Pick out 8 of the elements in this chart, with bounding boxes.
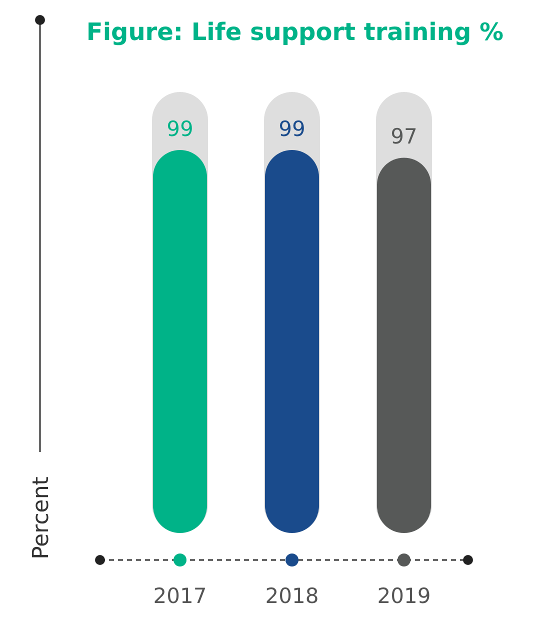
data-label: 97 <box>390 124 418 149</box>
x-tick-label: 2017 <box>153 584 207 608</box>
chart-title: Figure: Life support training % <box>86 18 504 46</box>
data-label: 99 <box>278 117 306 141</box>
data-label: 99 <box>166 117 194 141</box>
y-axis-title: Percent <box>29 476 54 560</box>
x-tick-label: 2019 <box>377 584 431 608</box>
x-tick-label: 2018 <box>265 584 319 608</box>
